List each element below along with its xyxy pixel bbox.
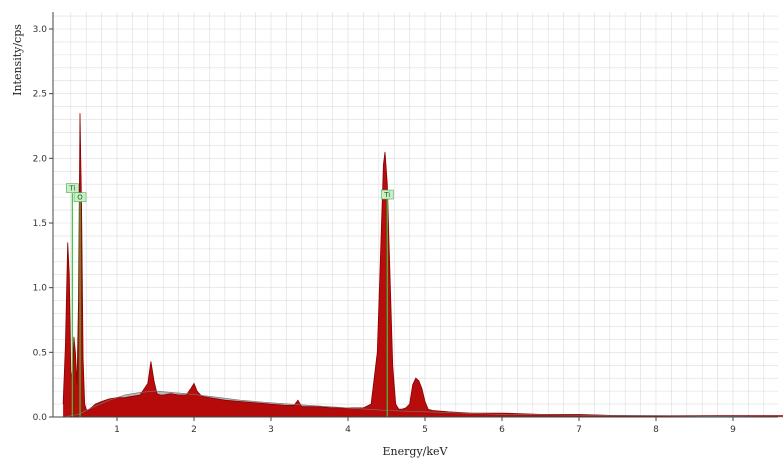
chart-grid <box>53 12 778 418</box>
x-tick-label: 4 <box>345 425 351 435</box>
y-tick-label: 3.0 <box>33 25 48 35</box>
y-tick-label: 1.5 <box>33 219 47 229</box>
x-tick-label: 2 <box>191 425 197 435</box>
peak-tag-label: Ti <box>383 191 390 199</box>
y-tick-label: 2.5 <box>33 90 47 100</box>
x-tick-label: 9 <box>730 425 736 435</box>
x-tick-label: 1 <box>114 425 120 435</box>
y-tick-labels: 0.0 0.5 1.0 1.5 2.0 2.5 3.0 <box>33 25 53 423</box>
x-tick-label: 6 <box>499 425 505 435</box>
x-tick-label: 5 <box>422 425 428 435</box>
peak-tag <box>380 189 394 200</box>
x-axis-title: Energy/keV <box>383 445 449 458</box>
x-tick-labels: 1 2 3 4 5 6 7 8 9 <box>114 417 736 435</box>
peak-markers: TiO Ti <box>66 183 394 417</box>
spectrum-area <box>63 113 783 417</box>
y-tick-label: 0.5 <box>33 348 47 358</box>
x-tick-label: 3 <box>268 425 274 435</box>
y-tick-label: 2.0 <box>33 154 48 164</box>
peak-tag <box>66 183 79 193</box>
y-tick-label: 0.0 <box>33 413 48 423</box>
chart-axes <box>52 12 778 418</box>
peak-tag-label: O <box>77 194 83 202</box>
peak-tag-label: Ti <box>68 185 75 193</box>
peak-tag <box>73 192 87 202</box>
spectrum-series <box>62 113 783 418</box>
x-tick-label: 8 <box>653 425 659 435</box>
x-tick-label: 7 <box>576 425 582 435</box>
y-tick-label: 1.0 <box>33 284 48 294</box>
y-axis-title: Intensity/cps <box>11 24 24 96</box>
spectrum-line <box>62 113 783 417</box>
background-line <box>63 390 783 418</box>
